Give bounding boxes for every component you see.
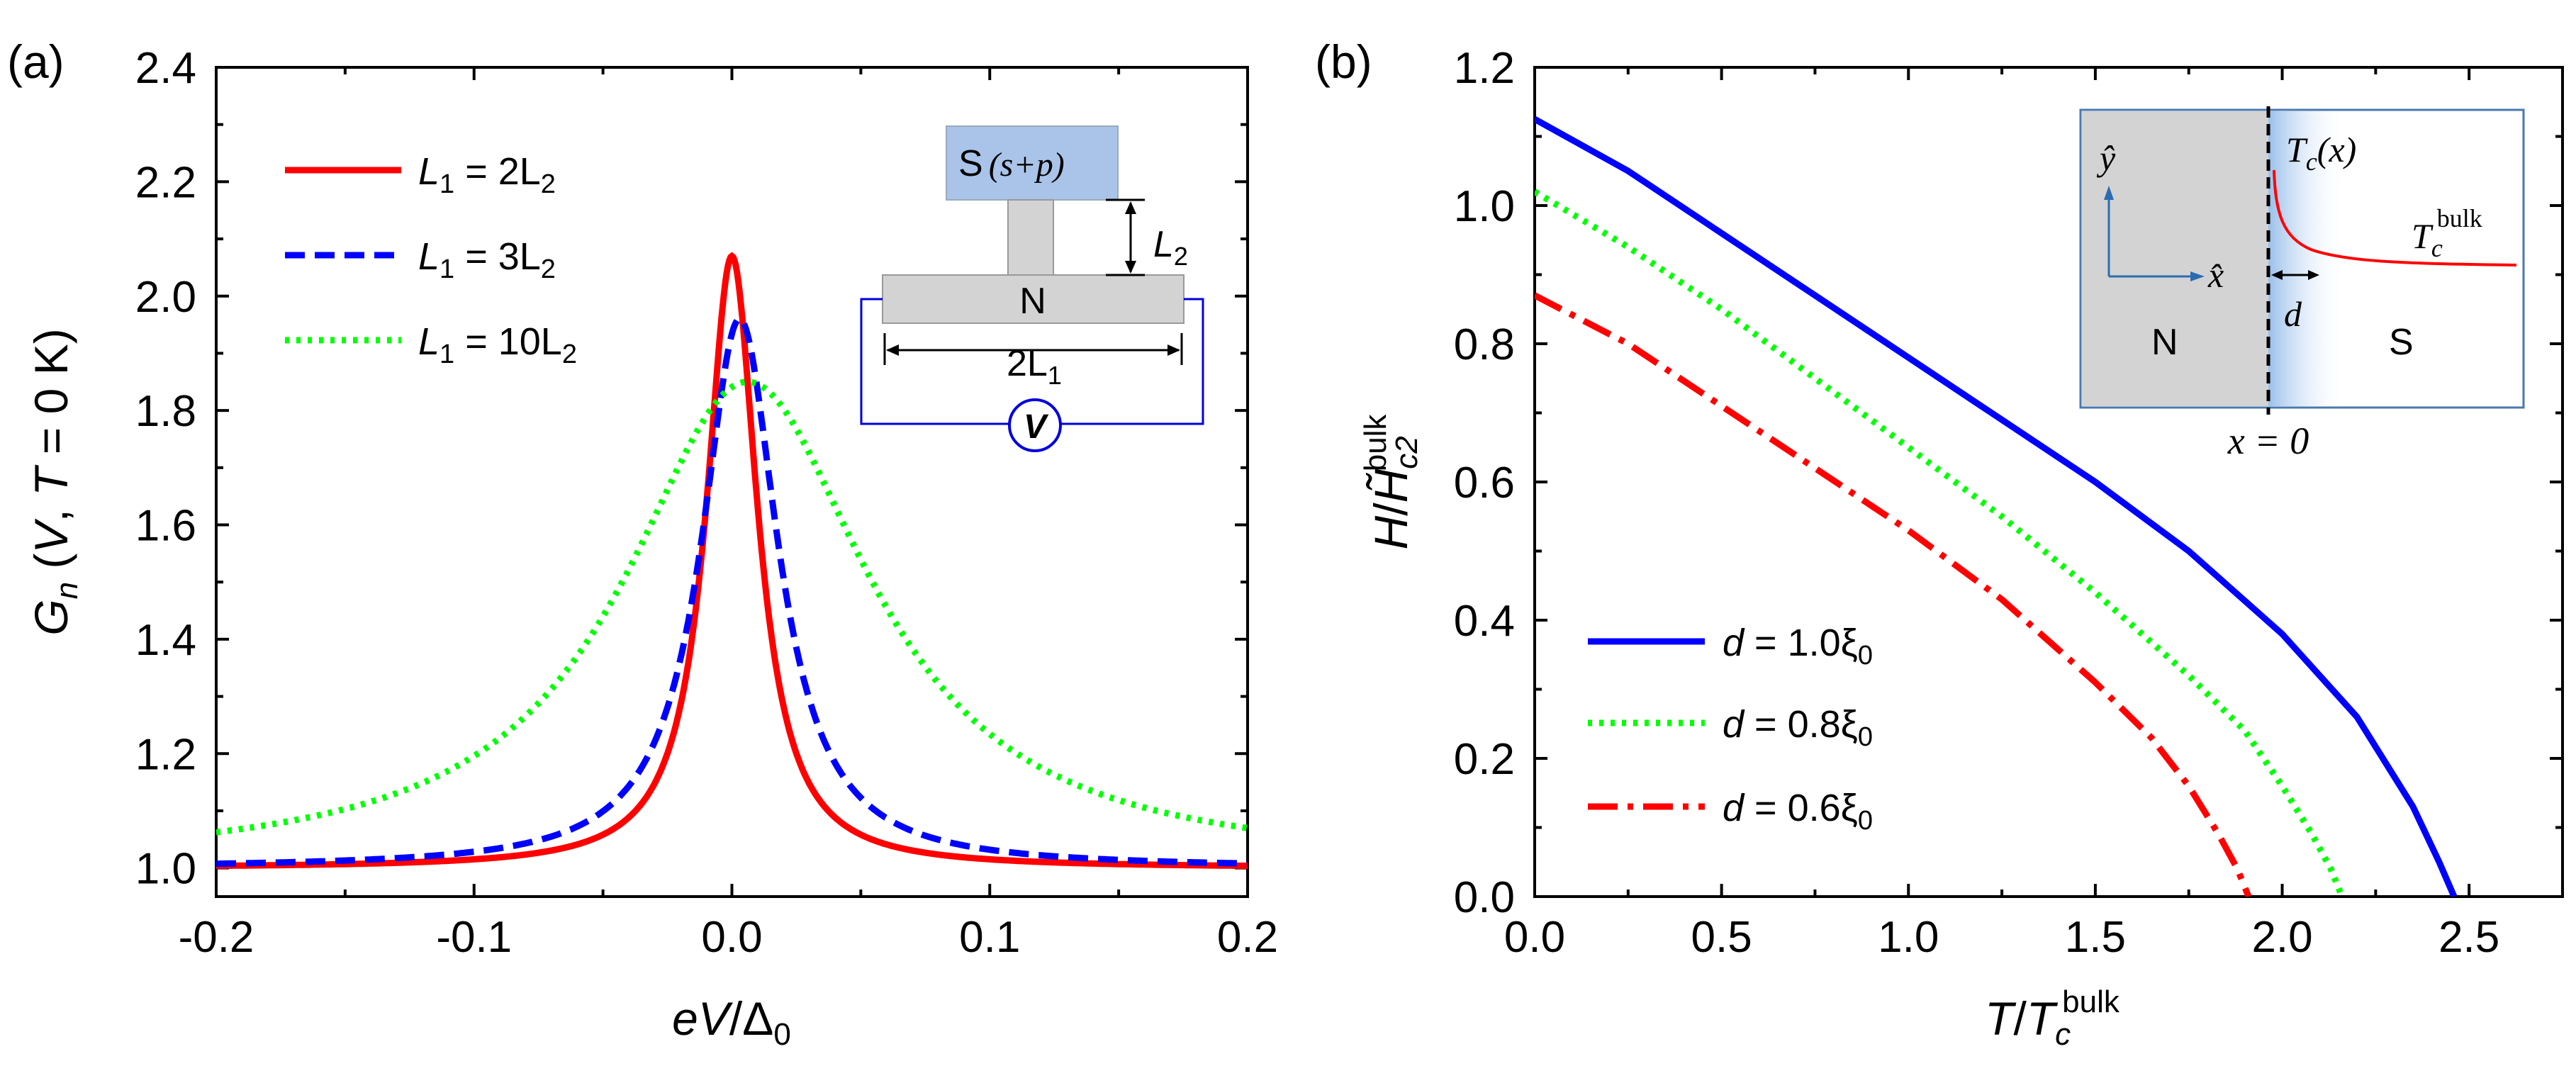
inset-tc-curve [2273,169,2517,266]
panel-b-inset: ŷ x̂ N S d Tc(x) Tcbulk x = 0 [2079,106,2525,462]
panel-a-series-0 [216,252,1248,870]
inset-n-label: N [1019,281,1046,322]
inset-2l1-label: 2L1 [1007,343,1062,390]
panel-b-curves [1535,116,2458,897]
inset-n-label: N [2151,322,2178,363]
panel-b-ytick-label: 1.2 [1454,44,1515,93]
panel-a-ytick-label: 1.0 [135,845,196,894]
inset-wire-right [1060,298,1204,425]
panel-b-xtick-label: 0.5 [1691,913,1752,962]
panel-a-ytick-label: 1.2 [135,730,196,779]
panel-a-xlabel: eV/Δ0 [672,992,791,1052]
panel-b-ytick-label: 0.4 [1454,597,1515,646]
legend-label-l1-3l2: L1 = 3L2 [418,235,556,284]
panel-a-ytick-label: 2.4 [135,44,196,93]
inset-s-label: S [2389,322,2414,363]
panel-a-xtick-label: 0.1 [959,913,1020,962]
panel-b-xtick-label: 1.0 [1878,913,1939,962]
inset-interface-gradient [2268,111,2346,406]
panel-b-label: (b) [1315,35,1372,88]
panel-a-curves [216,252,1248,870]
legend-label-l1-10l2: L1 = 10L2 [418,320,577,369]
panel-b-ytick-label: 0.2 [1454,735,1515,784]
panel-b-xlabel: T/Tcbulk [1985,984,2120,1052]
inset-yhat-label: ŷ [2096,138,2116,178]
panel-b-series-2 [1535,292,2252,897]
panel-b-xtick-label: 2.5 [2438,913,2499,962]
inset-neck [1007,199,1054,276]
panel-b-legend: d = 1.0ξ0 d = 0.8ξ0 d = 0.6ξ0 [1588,622,1873,836]
inset-x0-label: x = 0 [2227,420,2309,462]
panel-b-xtick-label: 1.5 [2065,913,2126,962]
inset-s-label: S (s+p) [958,143,1065,184]
panel-b-ytick-label: 1.0 [1454,182,1515,231]
panel-b-ticks: 0.0 0.5 1.0 1.5 2.0 2.5 0.0 0.2 0.4 0.6 0.8 1.0 1.2 [1454,44,2563,962]
panel-a-xtick-label: -0.2 [179,913,254,962]
panel-a-inset: S (s+p) N L2 2L1 V [860,125,1204,452]
inset-n-region [2082,111,2268,406]
inset-tcx-label: Tc(x) [2286,130,2356,176]
legend-label-d10: d = 1.0ξ0 [1723,622,1873,670]
panel-a-series-1 [216,315,1248,868]
legend-label-l1-2l2: L1 = 2L2 [418,150,556,199]
inset-xhat-label: x̂ [2207,255,2224,295]
inset-voltmeter-label: V [1024,408,1049,446]
panel-b: (b) 0.0 0.5 1.0 1.5 2.0 2.5 0.0 0.2 0.4 0.6 0.8 1.0… [1315,35,2564,1052]
panel-a-ytick-label: 2.2 [135,158,196,207]
panel-a-ytick-label: 1.8 [135,387,196,436]
svg-text:Gn (V, T = 0 K): Gn (V, T = 0 K) [25,328,84,635]
panel-b-xtick-label: 0.0 [1504,913,1565,962]
panel-a-series-2 [216,378,1248,836]
inset-s-block [946,125,1119,201]
panel-a-ylabel: Gn (V, T = 0 K) [25,328,84,635]
panel-a-legend: L1 = 2L2 L1 = 3L2 L1 = 10L2 [285,150,577,369]
panel-b-ytick-label: 0.8 [1454,320,1515,369]
inset-voltmeter [1008,398,1062,452]
panel-b-ytick-label: 0.0 [1454,873,1515,922]
panel-a-xtick-label: -0.1 [436,913,512,962]
legend-label-d06: d = 0.6ξ0 [1723,787,1873,836]
panel-a-xtick-label: 0.0 [701,913,762,962]
panel-a-ticks: -0.2 -0.1 0.0 0.1 0.2 1.0 1.2 1.4 1.6 1.8 2.0 2.2 2.… [135,44,1278,962]
inset-wire-left [860,298,1009,425]
panel-a-ytick-label: 1.6 [135,502,196,551]
panel-a-xtick-label: 0.2 [1217,913,1278,962]
panel-b-ylabel: H/H̃c2bulk [1358,414,1424,550]
panel-b-series-0 [1535,116,2458,897]
panel-a: (a) -0.2 -0.1 0.0 0.1 0.2 1.0 1.2 1.4 1.6 1.8 2.0 2… [7,35,1278,1052]
panel-b-xtick-label: 2.0 [2251,913,2312,962]
inset-l2-label: L2 [1153,224,1188,271]
legend-label-d08: d = 0.8ξ0 [1723,703,1873,752]
inset-tcbulk-label: Tcbulk [2412,204,2482,262]
panel-a-label: (a) [7,35,65,88]
panel-a-ytick-label: 2.0 [135,273,196,322]
panel-a-ytick-label: 1.4 [135,616,196,665]
panel-b-ytick-label: 0.6 [1454,459,1515,507]
inset-d-label: d [2284,294,2302,334]
svg-text:H/H̃c2bulk: H/H̃c2bulk [1358,414,1424,550]
